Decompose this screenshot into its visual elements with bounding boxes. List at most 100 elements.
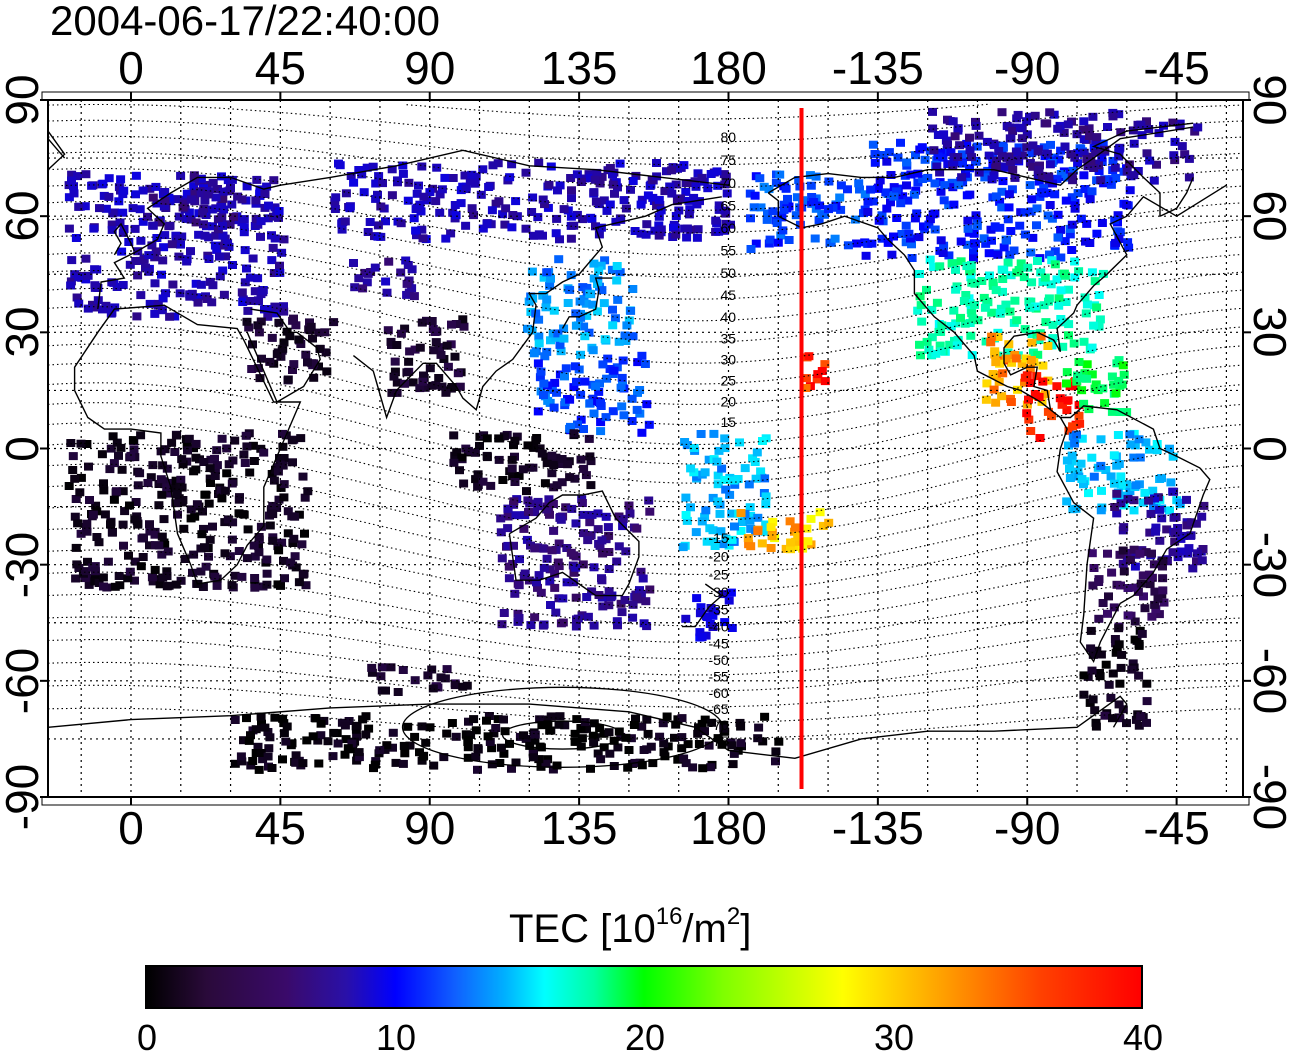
tec-cell [990,222,1000,231]
tec-cell [714,201,724,210]
tec-cell [1094,291,1104,299]
tec-cell [388,728,398,737]
maglat-label: -25 [708,566,728,582]
tec-cell [618,356,628,365]
tec-cell [260,723,270,732]
tec-cell [411,226,421,235]
tec-cell [211,193,221,202]
tec-cell [1054,155,1064,164]
tec-cell [1087,666,1097,675]
tec-cell [1074,358,1084,366]
tec-cell [323,737,333,746]
tec-cell [249,541,259,550]
tec-cell [246,273,256,282]
tec-cell [1052,275,1062,284]
tec-cell [654,195,664,204]
tec-cell [112,438,122,447]
tec-cell [1111,389,1121,398]
tec-cell [947,259,957,268]
tec-cell [771,757,780,766]
tec-cell [268,243,278,252]
tec-cell [587,510,597,519]
tec-cell [1092,133,1102,142]
tec-cell [461,221,471,230]
tec-cell [170,312,180,321]
tec-cell [255,374,265,383]
tec-cell [294,510,304,519]
tec-cell [225,220,235,229]
tec-cell [300,493,310,502]
tec-cell [936,347,946,356]
tec-cell [136,431,146,440]
tec-cell [547,546,557,555]
tec-cell [128,436,138,445]
tec-cell [662,167,671,176]
tec-cell [644,496,654,505]
tec-cell [298,472,308,481]
tec-cell [737,518,747,526]
tec-cell [110,582,120,591]
tec-cell [381,686,390,695]
left-lat-label: -60 [0,647,48,715]
tec-cell [147,573,157,582]
tec-cell [255,185,265,194]
colorbar-tick: 30 [873,1017,915,1058]
tec-cell [67,170,77,179]
tec-cell [597,286,607,295]
tec-colorbar [145,965,1143,1009]
tec-cell [917,317,927,326]
tec-cell [658,719,668,728]
maglat-label: 70 [720,175,736,191]
tec-cell [632,524,642,533]
left-lat-label: -90 [0,763,48,831]
tec-cell [567,194,576,203]
tec-cell [98,573,108,582]
tec-cell [449,431,459,440]
tec-cell [1027,330,1037,338]
tec-cell [154,501,164,510]
tec-cell [217,172,226,181]
tec-cell [916,351,925,360]
tec-cell [626,734,636,743]
tec-cell [100,510,110,519]
tec-cell [186,195,196,204]
tec-cell [541,303,551,312]
tec-cell [576,390,586,399]
tec-cell [384,257,394,266]
tec-cell [709,537,719,546]
tec-cell [322,367,332,376]
tec-cell [1056,286,1066,295]
tec-cell [428,684,438,693]
tec-cell [768,517,778,526]
tec-cell [916,301,926,310]
tec-cell [383,326,393,335]
tec-cell [1030,390,1040,398]
tec-cell [218,187,228,196]
tec-cell [279,235,289,244]
maglat-contour [48,527,1243,610]
tec-cell [784,236,794,244]
tec-cell [1053,124,1063,133]
tec-cell [1071,504,1081,513]
tec-cell [1124,243,1134,252]
tec-cell [429,761,439,770]
tec-cell [671,720,681,729]
tec-cell [547,469,557,478]
tec-cell [762,215,772,224]
tec-cell [206,479,215,487]
tec-cell [712,457,722,466]
tec-cell [139,255,149,264]
tec-cell [204,552,213,561]
tec-cell [1125,555,1135,564]
tec-cell [1076,459,1086,468]
tec-cell [963,216,973,225]
tec-cell [593,525,603,534]
tec-cell [1131,481,1141,490]
tec-cell [608,170,617,179]
tec-cell [870,158,880,167]
tec-cell [239,510,249,519]
tec-cell [581,299,591,308]
tec-cell [1134,640,1144,648]
tec-cell [1045,201,1055,209]
tec-cell [436,350,446,359]
